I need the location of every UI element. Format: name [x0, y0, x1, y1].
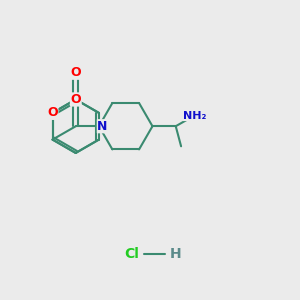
- Text: O: O: [47, 106, 58, 119]
- Text: NH₂: NH₂: [183, 110, 206, 121]
- Text: O: O: [70, 93, 81, 106]
- Text: H: H: [169, 247, 181, 261]
- Text: Cl: Cl: [125, 247, 140, 261]
- Text: N: N: [98, 120, 108, 133]
- Text: O: O: [70, 66, 81, 79]
